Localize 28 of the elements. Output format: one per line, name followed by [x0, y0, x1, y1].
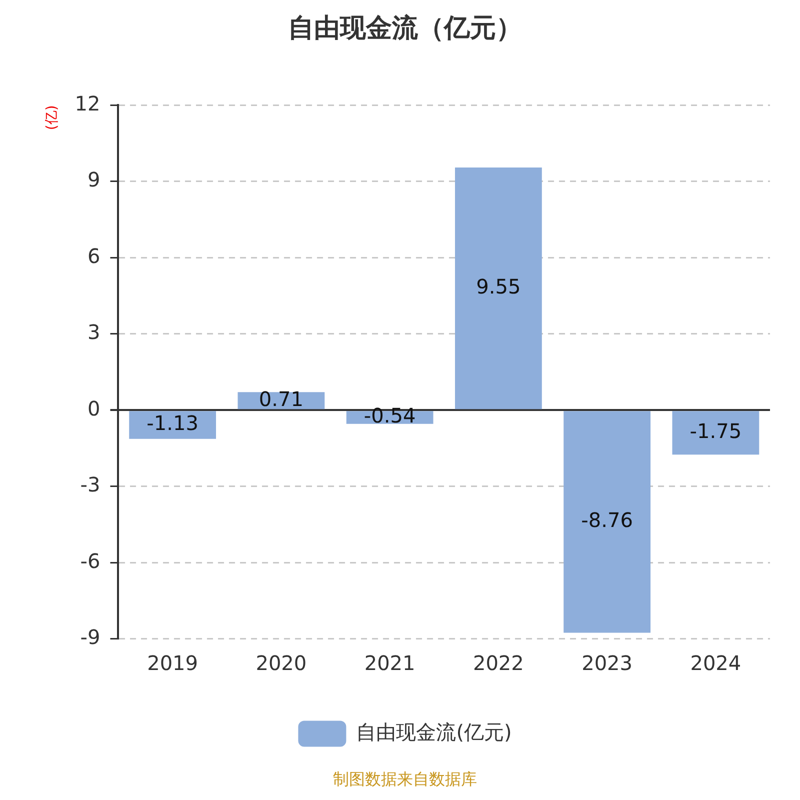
bar [564, 411, 651, 633]
bar [672, 411, 760, 455]
y-tick-label: -9 [80, 625, 100, 650]
bar [129, 411, 216, 439]
y-tick-label: 9 [88, 168, 100, 192]
data-label: 9.55 [476, 274, 521, 298]
text: 制图数据来自数据库 [333, 770, 477, 789]
x-tick-label: 2022 [472, 651, 524, 676]
data-label: -0.54 [364, 404, 416, 428]
bar [454, 167, 542, 410]
x-tick-label: 2024 [690, 651, 742, 676]
y-tick-label: -3 [80, 472, 100, 497]
chart-title: 自由现金流（亿元） [288, 13, 522, 44]
y-tick-label: 3 [88, 320, 100, 344]
data-label: -1.13 [146, 411, 198, 436]
x-tick-label: 2021 [364, 651, 416, 676]
x-tick-label: 2023 [582, 651, 633, 676]
data-label: 0.71 [258, 386, 304, 411]
y-tick-label: 0 [88, 396, 100, 420]
data-label: -1.75 [690, 419, 742, 444]
y-tick-label: 12 [74, 91, 100, 116]
legend-label: 自由现金流(亿元) [356, 720, 512, 744]
y-tick-label: -6 [80, 548, 100, 573]
y-axis-title: (亿) [44, 105, 60, 130]
data-label: -8.76 [581, 508, 633, 532]
y-tick-label: 6 [88, 244, 100, 268]
x-tick-label: 2020 [256, 651, 307, 676]
x-tick-label: 2019 [147, 651, 198, 676]
